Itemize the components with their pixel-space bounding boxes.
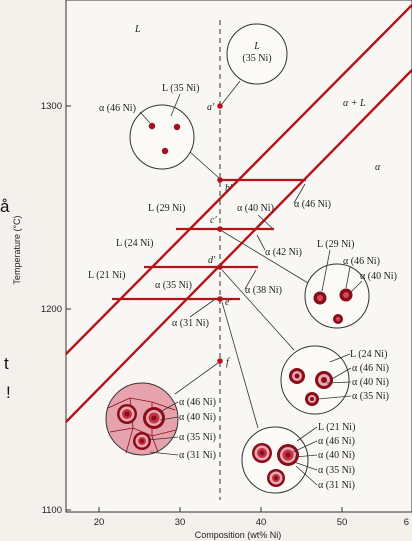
point-label-e: e′ [225,297,232,308]
point-label-f: f [226,357,230,368]
x-axis-label: Composition (wt% Ni) [195,530,282,540]
micro-e-alpha40: α (40 Ni) [318,450,355,461]
micro-c-L29: L (29 Ni) [317,239,354,250]
edge-glyph-a: å [0,197,10,216]
microstructure-c: L (29 Ni) α (46 Ni) α (40 Ni) [221,230,397,329]
leader-alpha46-b [293,183,306,204]
point-b [217,177,223,183]
label-L24: L (24 Ni) [116,238,153,249]
label-alpha40-c: α (40 Ni) [237,203,274,214]
leader-alpha31-e [189,299,215,318]
y-tick-label-1100: 1100 [42,505,62,516]
micro-c-alpha46: α (46 Ni) [343,256,380,267]
microstructure-b: L (35 Ni) α (46 Ni) [99,83,220,179]
x-tick-label-30: 30 [175,517,186,528]
point-f [217,358,223,364]
x-tick-label-50: 50 [337,517,348,528]
micro-d-alpha46: α (46 Ni) [352,363,389,374]
micro-a-sub: (35 Ni) [242,53,271,64]
micro-f-alpha31: α (31 Ni) [179,450,216,461]
microstructure-d: L (24 Ni) α (46 Ni) α (40 Ni) α (35 Ni) [221,269,389,415]
point-label-b: b′ [225,183,233,194]
micro-b-top: L (35 Ni) [162,83,199,94]
point-label-c: c′ [210,215,217,226]
solidus-line [65,69,412,423]
point-e [217,296,223,302]
point-label-d: d′ [208,255,216,266]
label-alpha46-b: α (46 Ni) [294,199,331,210]
y-axis-label: Temperature (°C) [12,215,22,284]
x-tick-label-20: 20 [94,517,105,528]
micro-b-left: α (46 Ni) [99,103,136,114]
edge-glyph-excl: ! [6,383,11,402]
micro-d-L24: L (24 Ni) [350,349,387,360]
leader-alpha40-c [257,214,273,229]
leader-alpha42-d [256,234,266,251]
region-solid-label: α [375,162,381,173]
region-two-phase-label: α + L [343,98,366,109]
microstructure-f: α (46 Ni) α (40 Ni) α (35 Ni) α (31 Ni) [105,362,219,461]
micro-e-alpha31: α (31 Ni) [318,480,355,491]
point-label-a: a′ [207,102,215,113]
microstructure-a: L (35 Ni) [221,23,288,105]
micro-f-alpha40: α (40 Ni) [179,412,216,423]
x-tick-label-40: 40 [256,517,267,528]
leader-alpha38-d [244,269,257,290]
y-tick-label-1300: 1300 [41,101,62,112]
micro-d-alpha35: α (35 Ni) [352,391,389,402]
x-tick-label-60: 6 [404,517,409,528]
label-alpha35-e: α (35 Ni) [155,280,192,291]
label-alpha38-d: α (38 Ni) [245,285,282,296]
point-d [217,264,223,270]
edge-glyph-t: t [4,354,9,373]
microstructure-e: L (21 Ni) α (46 Ni) α (40 Ni) α (35 Ni) … [221,301,355,494]
micro-f-alpha35: α (35 Ni) [179,432,216,443]
micro-e-L21: L (21 Ni) [318,422,355,433]
micro-a-top: L [253,41,260,52]
point-a [217,103,223,109]
label-alpha42-d: α (42 Ni) [265,247,302,258]
label-alpha31-e: α (31 Ni) [172,318,209,329]
label-L29: L (29 Ni) [148,203,185,214]
point-c [217,226,223,232]
micro-e-alpha35: α (35 Ni) [318,465,355,476]
micro-c-alpha40: α (40 Ni) [360,271,397,282]
micro-e-alpha46: α (46 Ni) [318,436,355,447]
label-L21: L (21 Ni) [88,270,125,281]
y-tick-label-1200: 1200 [41,304,62,315]
region-liquid-label: L [134,24,141,35]
micro-f-alpha46: α (46 Ni) [179,397,216,408]
micro-d-alpha40: α (40 Ni) [352,377,389,388]
